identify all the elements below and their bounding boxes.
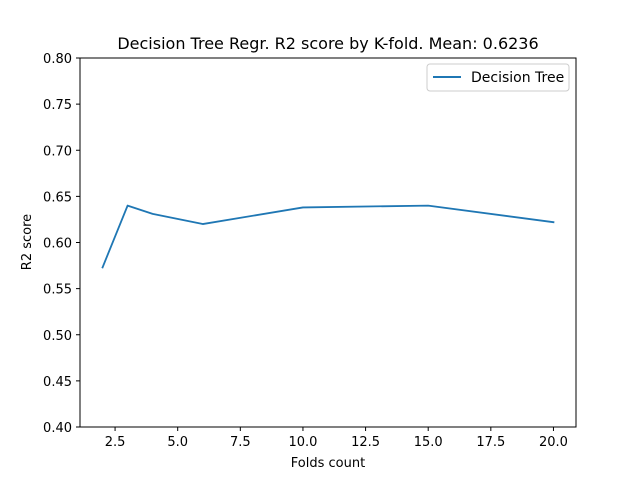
y-axis: 0.40 0.45 0.50 0.55 0.60 0.65 0.70 0.75 0.80 xyxy=(43,52,80,436)
chart-title: Decision Tree Regr. R2 score by K-fold. … xyxy=(117,34,538,53)
x-tick-label: 2.5 xyxy=(105,435,126,450)
x-tick-label: 15.0 xyxy=(414,435,443,450)
plot-area xyxy=(79,57,577,428)
series-layer xyxy=(101,204,555,269)
legend-box xyxy=(426,63,570,92)
y-tick-label: 0.40 xyxy=(43,421,72,436)
x-tick-label: 7.5 xyxy=(230,435,251,450)
y-tick-label: 0.55 xyxy=(43,283,72,298)
legend-label: Decision Tree xyxy=(471,70,564,86)
x-tick-label: 10.0 xyxy=(288,435,317,450)
y-tick-label: 0.65 xyxy=(43,190,72,205)
x-axis: 2.5 5.0 7.5 10.0 12.5 15.0 17.5 20.0 xyxy=(105,427,568,450)
y-tick-label: 0.75 xyxy=(43,98,72,113)
x-tick-label: 5.0 xyxy=(167,435,188,450)
x-tick-label: 17.5 xyxy=(476,435,505,450)
x-tick-label: 20.0 xyxy=(539,435,568,450)
series-line xyxy=(101,204,555,269)
legend: Decision Tree xyxy=(426,63,570,92)
y-tick-label: 0.60 xyxy=(43,237,72,252)
y-tick-label: 0.50 xyxy=(43,329,72,344)
y-axis-label: R2 score xyxy=(20,214,35,270)
y-tick-label: 0.70 xyxy=(43,144,72,159)
x-tick-label: 12.5 xyxy=(351,435,380,450)
y-tick-label: 0.45 xyxy=(43,375,72,390)
x-axis-label: Folds count xyxy=(291,456,365,471)
y-tick-label: 0.80 xyxy=(43,52,72,67)
plot-frame xyxy=(79,57,577,428)
